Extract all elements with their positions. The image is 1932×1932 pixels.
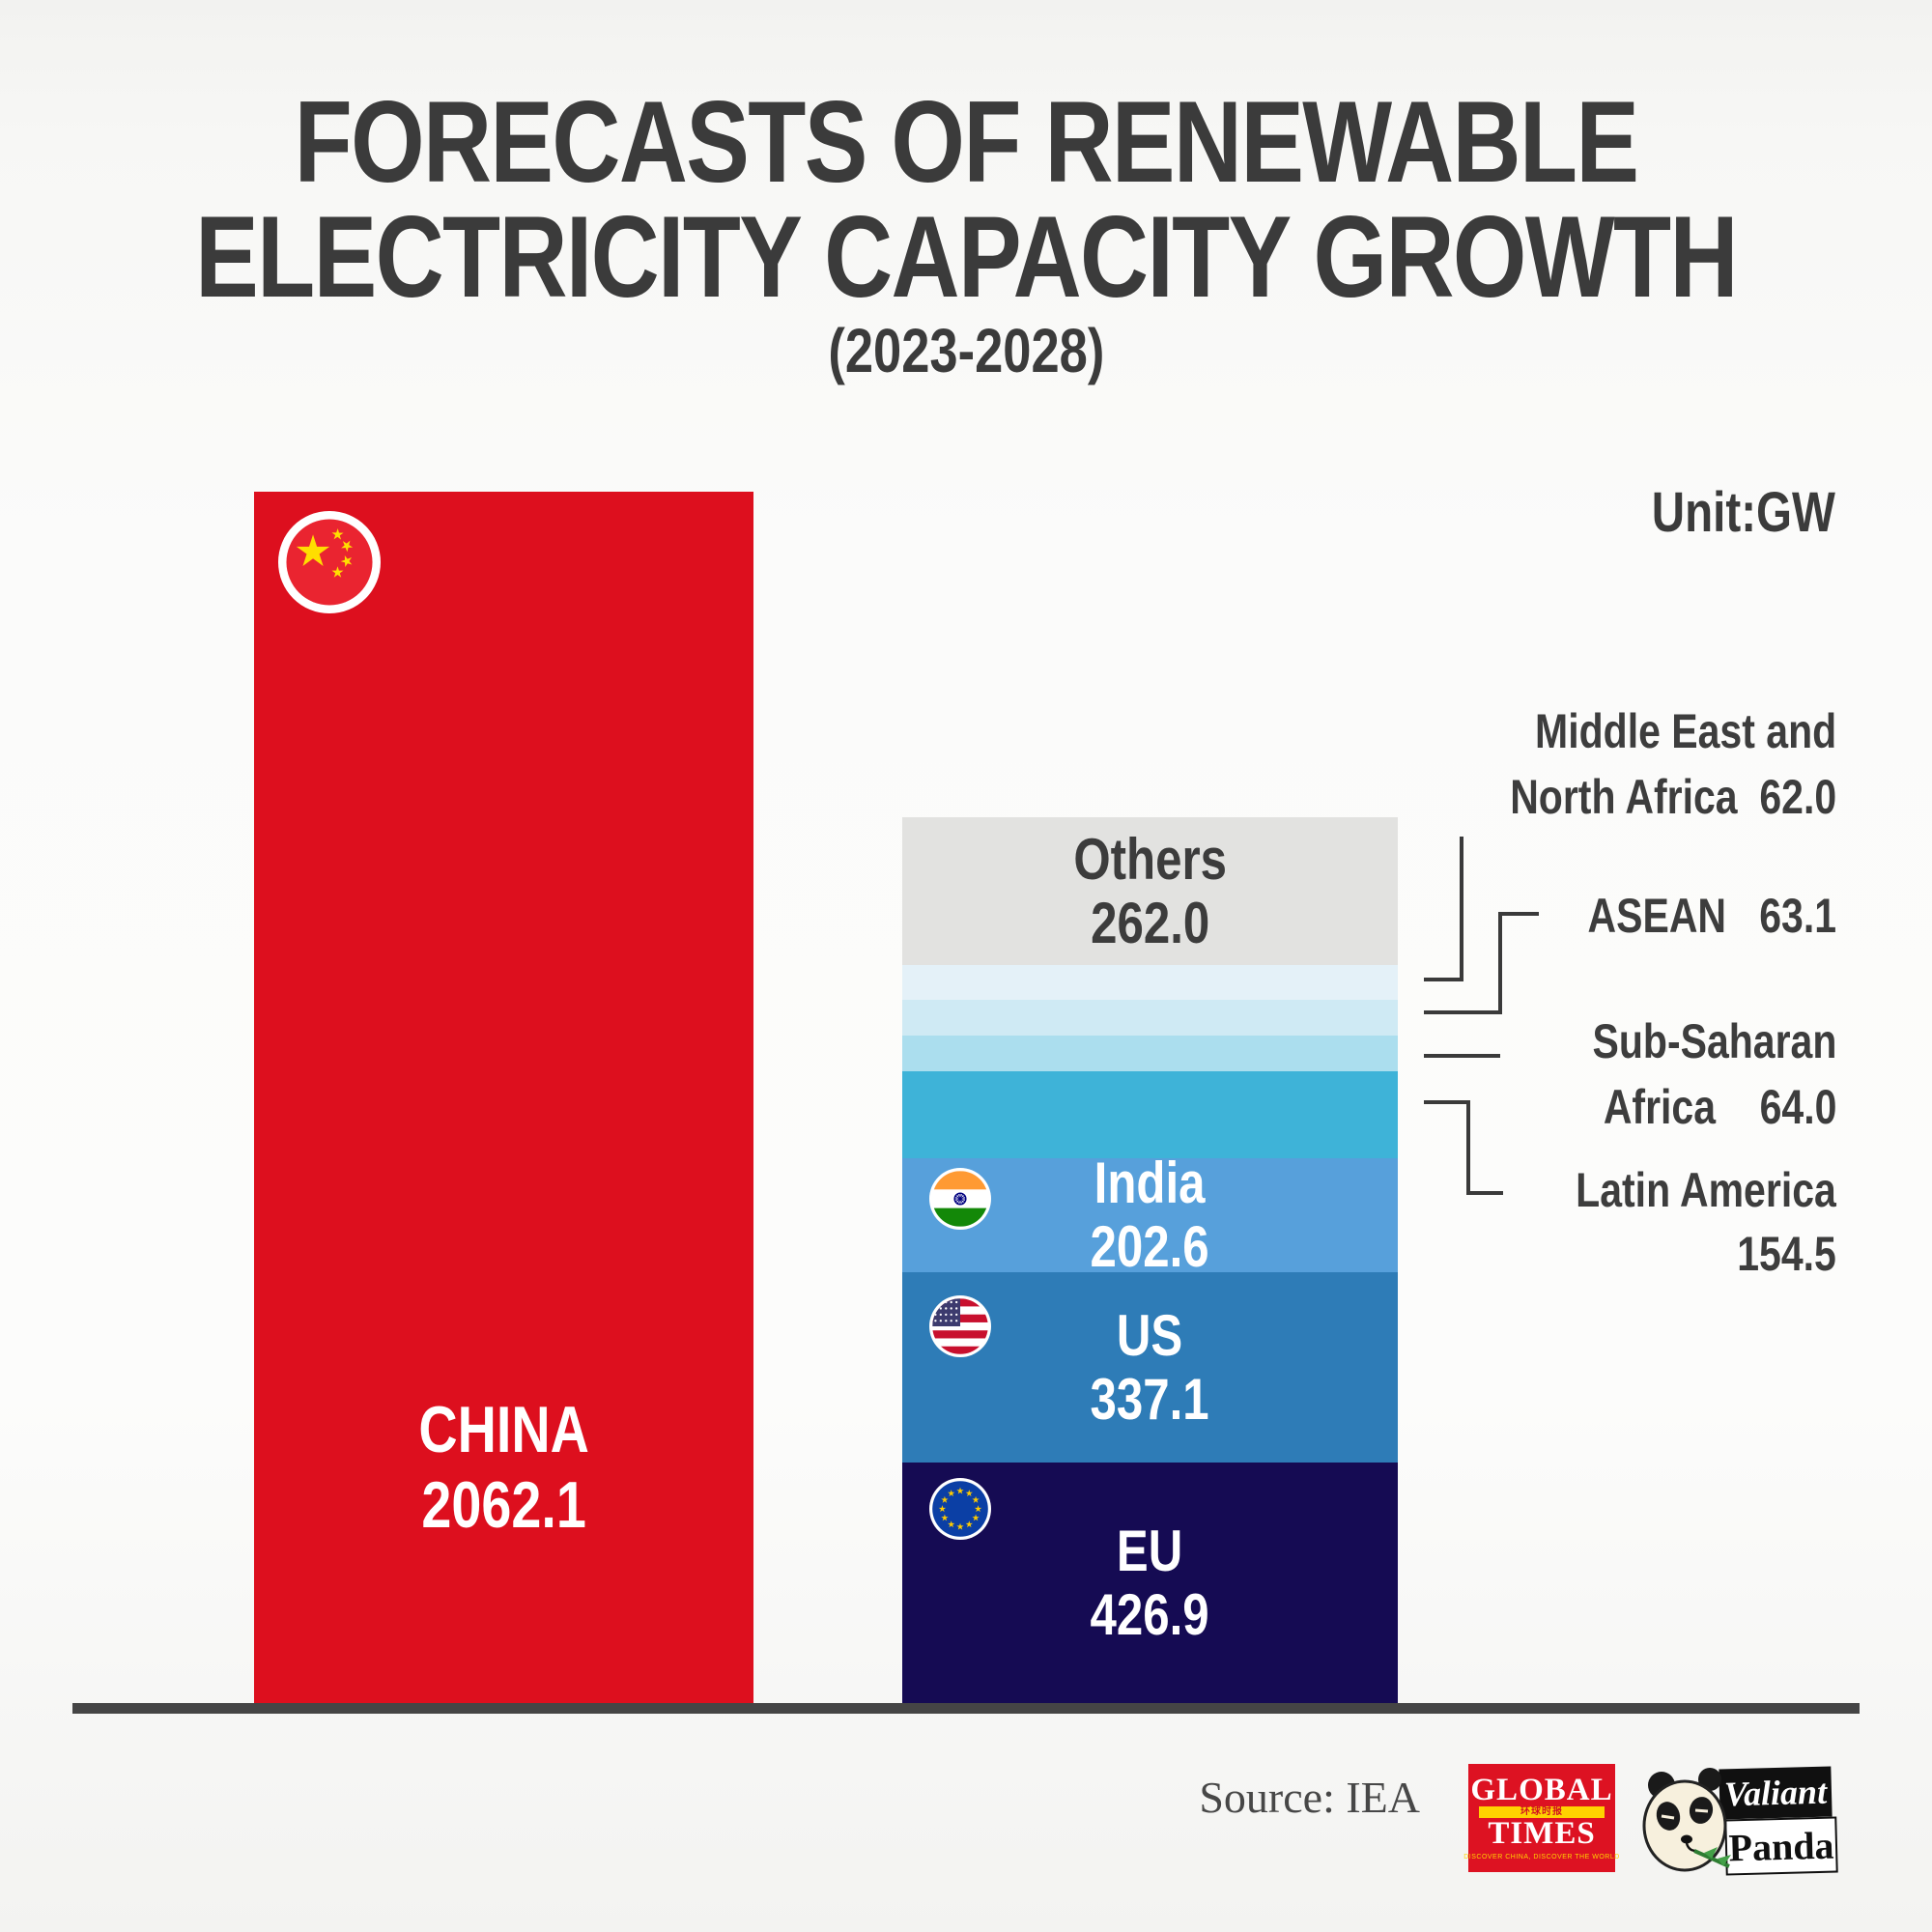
panda-head-icon <box>1636 1766 1743 1878</box>
stack-segment-latam <box>902 1071 1398 1158</box>
page-title: FORECASTS OF RENEWABLE ELECTRICITY CAPAC… <box>0 77 1932 322</box>
india-flag-icon <box>929 1168 991 1230</box>
china-bar-label: CHINA 2062.1 <box>418 1393 589 1542</box>
unit-label: Unit:GW <box>1651 481 1835 544</box>
stack-segment-ssa <box>902 1036 1398 1071</box>
title-line-1: FORECASTS OF RENEWABLE <box>294 77 1639 207</box>
callout-label-mena: Middle East and North Africa 62.0 <box>1510 704 1836 824</box>
latin-america-connector-line-horizontal-2 <box>1466 1191 1503 1195</box>
asean-connector-line-vertical <box>1498 912 1502 1014</box>
callout-label-latam: Latin America 154.5 <box>1576 1163 1836 1281</box>
global-times-word-2: TIMES <box>1488 1816 1596 1851</box>
global-times-word-1: GLOBAL <box>1470 1773 1613 1807</box>
asean-connector-line-horizontal <box>1424 1010 1502 1014</box>
regions-stacked-bar: Others 262.0 India 202.6 US 337.1 EU 426.9 <box>902 817 1398 1703</box>
mena-connector-line-horizontal <box>1424 978 1463 981</box>
global-times-logo: GLOBAL 环球时报 TIMES DISCOVER CHINA, DISCOV… <box>1463 1764 1619 1872</box>
stack-segment-asean <box>902 1000 1398 1036</box>
mena-connector-line-vertical <box>1460 837 1463 981</box>
asean-connector-tick <box>1498 912 1539 916</box>
stack-segment-us: US 337.1 <box>902 1272 1398 1463</box>
stack-segment-mena <box>902 965 1398 1000</box>
valiant-panda-logo: Valiant Panda <box>1636 1766 1838 1878</box>
stack-segment-label-india: India 202.6 <box>1090 1151 1210 1279</box>
latin-america-connector-line-horizontal-1 <box>1424 1100 1470 1104</box>
stack-segment-eu: EU 426.9 <box>902 1463 1398 1703</box>
eu-flag-icon <box>929 1478 991 1540</box>
subtitle-years: (2023-2028) <box>828 316 1104 385</box>
global-times-band: 环球时报 <box>1478 1806 1605 1818</box>
x-axis-baseline <box>72 1703 1860 1714</box>
stack-segment-label-us: US 337.1 <box>1090 1302 1210 1432</box>
stack-segment-others: Others 262.0 <box>902 817 1398 965</box>
stack-segment-label-others: Others 262.0 <box>1073 826 1227 955</box>
title-line-2: ELECTRICITY CAPACITY GROWTH <box>195 192 1738 322</box>
stack-segment-india: India 202.6 <box>902 1151 1398 1279</box>
callout-label-asean: ASEAN 63.1 <box>1587 889 1836 943</box>
callout-label-ssa: Sub-Saharan Africa 64.0 <box>1592 1014 1836 1134</box>
global-times-tagline: DISCOVER CHINA, DISCOVER THE WORLD <box>1463 1854 1620 1861</box>
us-flag-icon <box>929 1295 991 1357</box>
stack-segment-label-eu: EU 426.9 <box>1090 1518 1210 1647</box>
source-credit: Source: IEA <box>1199 1773 1420 1822</box>
sub-saharan-connector-line <box>1424 1054 1500 1058</box>
china-bar <box>254 492 753 1703</box>
china-flag-icon <box>278 511 381 613</box>
latin-america-connector-line-vertical <box>1466 1100 1470 1195</box>
